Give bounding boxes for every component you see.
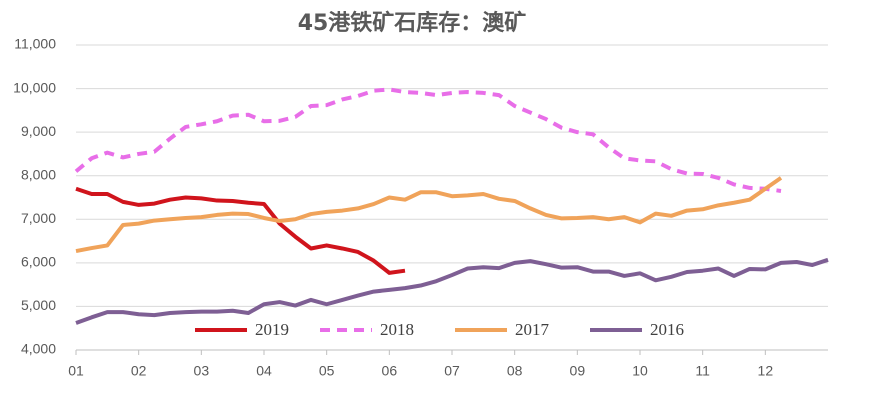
chart-title: 45港铁矿石库存：澳矿: [298, 10, 527, 36]
x-tick-label: 01: [68, 363, 84, 379]
series-line: [74, 87, 782, 193]
y-tick-label: 8,000: [21, 166, 56, 182]
series-line: [75, 257, 829, 325]
x-tick-label: 05: [319, 363, 335, 379]
x-tick-label: 10: [632, 363, 648, 379]
legend-label: 2018: [380, 320, 414, 339]
legend-label: 2019: [255, 320, 289, 339]
x-tick-label: 04: [256, 363, 272, 379]
series-line: [75, 176, 783, 254]
legend-label: 2017: [515, 320, 550, 339]
y-tick-label: 9,000: [21, 123, 56, 139]
x-tick-label: 08: [507, 363, 523, 379]
series-line: [75, 186, 406, 275]
x-tick-label: 07: [444, 363, 460, 379]
x-tick-label: 06: [382, 363, 398, 379]
x-tick-label: 11: [695, 363, 710, 379]
y-tick-label: 5,000: [21, 297, 56, 313]
x-tick-label: 03: [194, 363, 210, 379]
y-tick-label: 4,000: [21, 341, 56, 357]
y-tick-label: 11,000: [14, 36, 56, 52]
x-tick-label: 09: [570, 363, 586, 379]
y-tick-label: 7,000: [21, 210, 56, 226]
y-tick-label: 10,000: [13, 79, 56, 95]
x-tick-label: 02: [131, 363, 147, 379]
legend-label: 2016: [650, 320, 684, 339]
y-tick-label: 6,000: [21, 254, 56, 270]
x-tick-label: 12: [758, 363, 774, 379]
